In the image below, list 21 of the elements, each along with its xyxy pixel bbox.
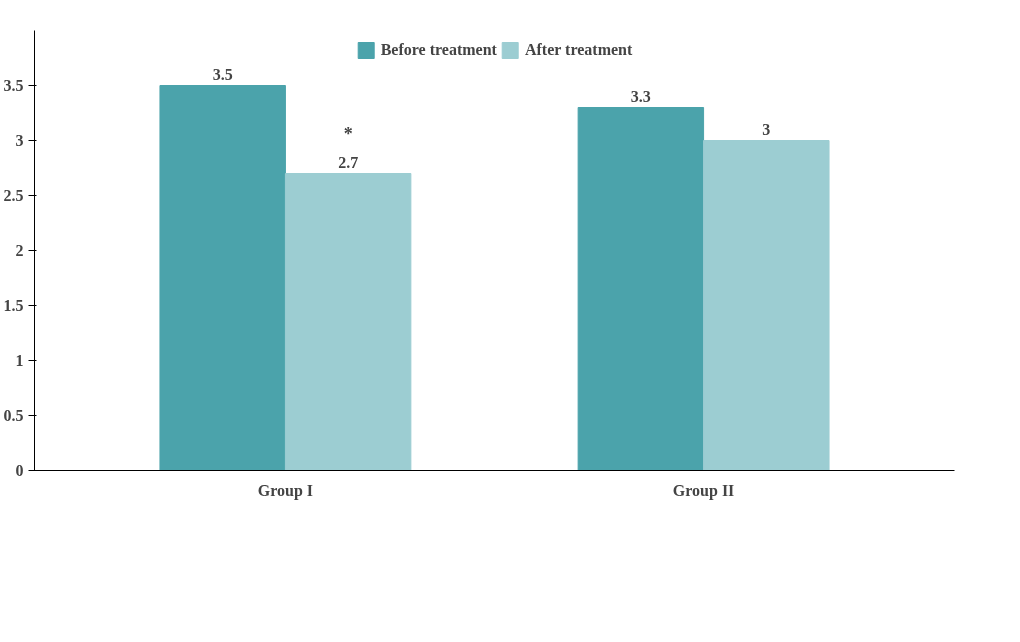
legend-label: After treatment	[524, 41, 633, 59]
x-tick-label: Group II	[672, 481, 735, 500]
data-label: 3.5	[212, 65, 233, 83]
y-tick-label: 0	[15, 462, 24, 479]
x-tick-label: Group I	[257, 481, 314, 500]
data-label: 3.3	[630, 87, 651, 105]
annotation: *	[343, 123, 353, 144]
y-tick-label: 1	[15, 352, 24, 369]
y-tick-label: 1.5	[3, 297, 24, 314]
y-tick-label: 0.5	[3, 407, 24, 424]
y-tick-label: 2	[15, 242, 24, 259]
y-tick-label: 3.5	[3, 77, 24, 94]
data-label: 2.7	[338, 153, 359, 171]
legend-label: Before treatment	[380, 41, 497, 59]
y-tick-label: 3	[15, 132, 24, 149]
bar	[577, 107, 705, 471]
data-label: 3	[762, 120, 771, 138]
bar	[703, 140, 830, 471]
bar	[284, 173, 412, 471]
bar	[159, 85, 286, 471]
y-tick-label: 2.5	[3, 187, 24, 204]
